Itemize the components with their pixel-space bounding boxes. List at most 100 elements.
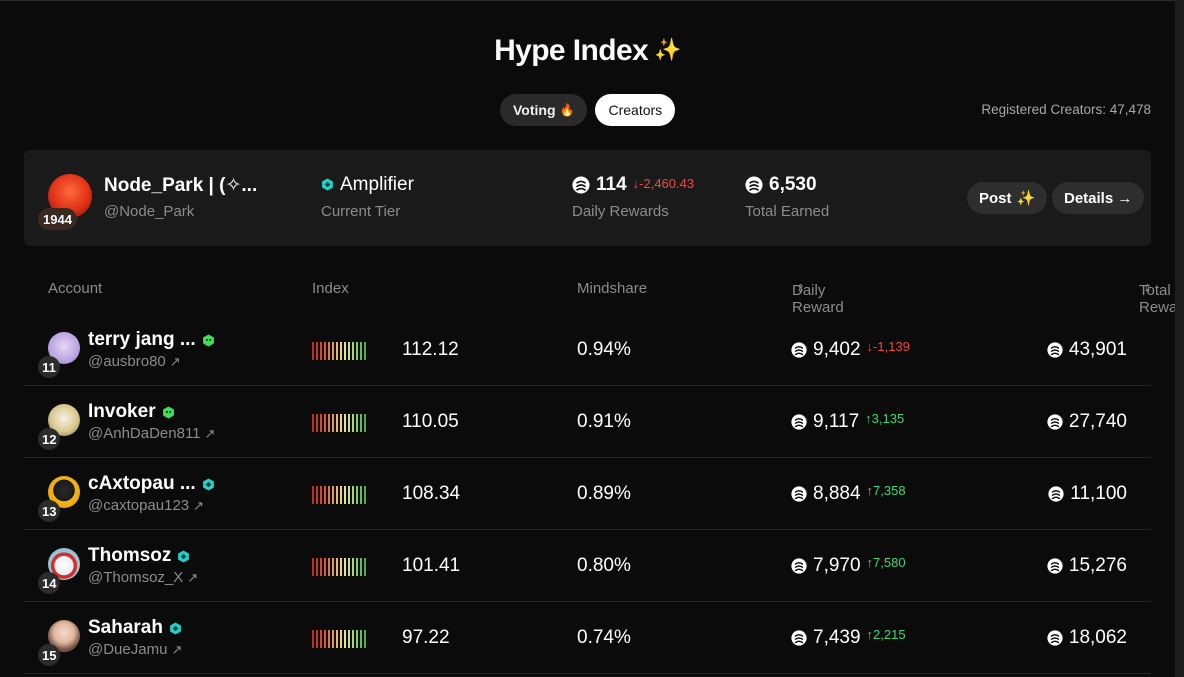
details-button[interactable]: Details → [1052,182,1145,214]
index-bar-segment [336,486,338,504]
index-bar-segment [328,342,330,360]
header-account: Account [48,280,103,297]
index-meter [312,414,366,432]
index-bar-segment [328,414,330,432]
index-bar-segment [364,630,366,648]
index-bar-segment [324,486,326,504]
daily-reward-value: 9,117 ↑3,135 [791,411,904,433]
index-bar-segment [360,486,362,504]
index-bar-segment [312,630,314,648]
index-bar-segment [312,486,314,504]
daily-rewards-value: 114 ↓-2,460.43 [572,174,694,196]
index-bar-segment [324,558,326,576]
index-bar-segment [336,630,338,648]
index-bar-segment [324,630,326,648]
creator-name[interactable]: Saharah [88,617,182,639]
coin-icon [1047,414,1063,430]
index-value: 101.41 [402,555,461,576]
index-bar-segment [340,486,342,504]
table-row[interactable]: 13 cAxtopau ... @caxtopau123 ↗ 108.34 0.8… [24,458,1151,530]
total-reward-value: 43,901 [1047,339,1127,361]
index-bar-segment [320,630,322,648]
total-reward-value: 27,740 [1047,411,1127,433]
tab-creators[interactable]: Creators [595,94,676,126]
verified-badge-icon [202,334,214,346]
header-mindshare: Mindshare [577,280,648,297]
coin-icon [791,342,807,358]
external-link-icon: ↗ [169,354,181,369]
index-bar-segment [360,630,362,648]
mindshare-value: 0.80% [577,555,631,576]
tab-voting[interactable]: Voting 🔥 [500,94,588,126]
index-bar-segment [364,486,366,504]
table-row[interactable]: 12 Invoker @AnhDaDen811 ↗ 110.05 0.91% 9,… [24,386,1151,458]
index-bar-segment [320,342,322,360]
sparkle-icon: ✨ [1016,190,1036,207]
index-bar-segment [352,342,354,360]
index-bar-segment [344,558,346,576]
daily-reward-value: 9,402 ↓-1,139 [791,339,910,361]
daily-delta: ↓-2,460.43 [632,175,695,191]
coin-icon [791,414,807,430]
tier-badge-icon [322,178,333,191]
index-bar-segment [332,486,334,504]
index-bar-segment [360,558,362,576]
creator-name[interactable]: Thomsoz [88,545,190,567]
sparkle-icon: ✨ [654,37,681,62]
daily-reward-delta: ↑7,580 [866,554,906,570]
creator-handle[interactable]: @caxtopau123 ↗ [88,497,205,514]
index-bar-segment [348,558,350,576]
daily-reward-delta: ↓-1,139 [866,338,910,354]
index-bar-segment [344,342,346,360]
mindshare-value: 0.89% [577,483,631,504]
index-meter [312,342,366,360]
total-reward-value: 18,062 [1047,627,1127,649]
creator-handle[interactable]: @DueJamu ↗ [88,641,183,658]
table-row[interactable]: 14 Thomsoz @Thomsoz_X ↗ 101.41 0.80% 7,97… [24,530,1151,602]
scrollbar[interactable] [1175,0,1184,677]
table-row[interactable]: 11 terry jang ... @ausbro80 ↗ 112.12 0.94… [24,314,1151,386]
external-link-icon: ↗ [187,570,199,585]
index-bar-segment [360,342,362,360]
tab-bar: Voting 🔥 Creators [500,94,676,126]
creator-name[interactable]: Invoker [88,401,175,423]
index-meter [312,486,366,504]
index-bar-segment [352,558,354,576]
creator-name[interactable]: terry jang ... [88,329,215,351]
index-bar-segment [356,486,358,504]
index-bar-segment [324,342,326,360]
fire-emoji-icon: 🔥 [559,103,575,117]
post-button[interactable]: Post ✨ [967,182,1048,214]
index-bar-segment [356,342,358,360]
index-meter [312,558,366,576]
daily-reward-delta: ↑3,135 [865,410,905,426]
user-handle: @Node_Park [104,203,195,220]
index-bar-segment [320,414,322,432]
index-value: 97.22 [402,627,450,648]
table-header: Account Index Mindshare Daily Reward ⇕ To… [48,280,1184,316]
index-meter [312,630,366,648]
mindshare-value: 0.91% [577,411,631,432]
creator-handle[interactable]: @AnhDaDen811 ↗ [88,425,216,442]
index-bar-segment [316,414,318,432]
table-row[interactable]: 15 Saharah @DueJamu ↗ 97.22 0.74% 7,439 ↑2… [24,602,1151,674]
header-index: Index [312,280,349,297]
index-bar-segment [312,342,314,360]
creator-name[interactable]: cAxtopau ... [88,473,215,495]
verified-badge-icon [202,478,214,490]
creator-handle[interactable]: @Thomsoz_X ↗ [88,569,199,586]
total-earned-value: 6,530 [745,174,817,196]
index-bar-segment [336,342,338,360]
verified-badge-icon [170,622,181,634]
daily-reward-value: 7,439 ↑2,215 [791,627,906,649]
rank-badge: 15 [38,644,61,666]
tier-label: Current Tier [321,203,401,220]
index-bar-segment [352,630,354,648]
user-name: Node_Park | (✧... [104,175,258,196]
creator-handle[interactable]: @ausbro80 ↗ [88,353,181,370]
total-reward-value: 11,100 [1048,483,1127,505]
index-bar-segment [332,414,334,432]
daily-reward-delta: ↑7,358 [866,482,906,498]
index-bar-segment [352,486,354,504]
index-bar-segment [336,414,338,432]
